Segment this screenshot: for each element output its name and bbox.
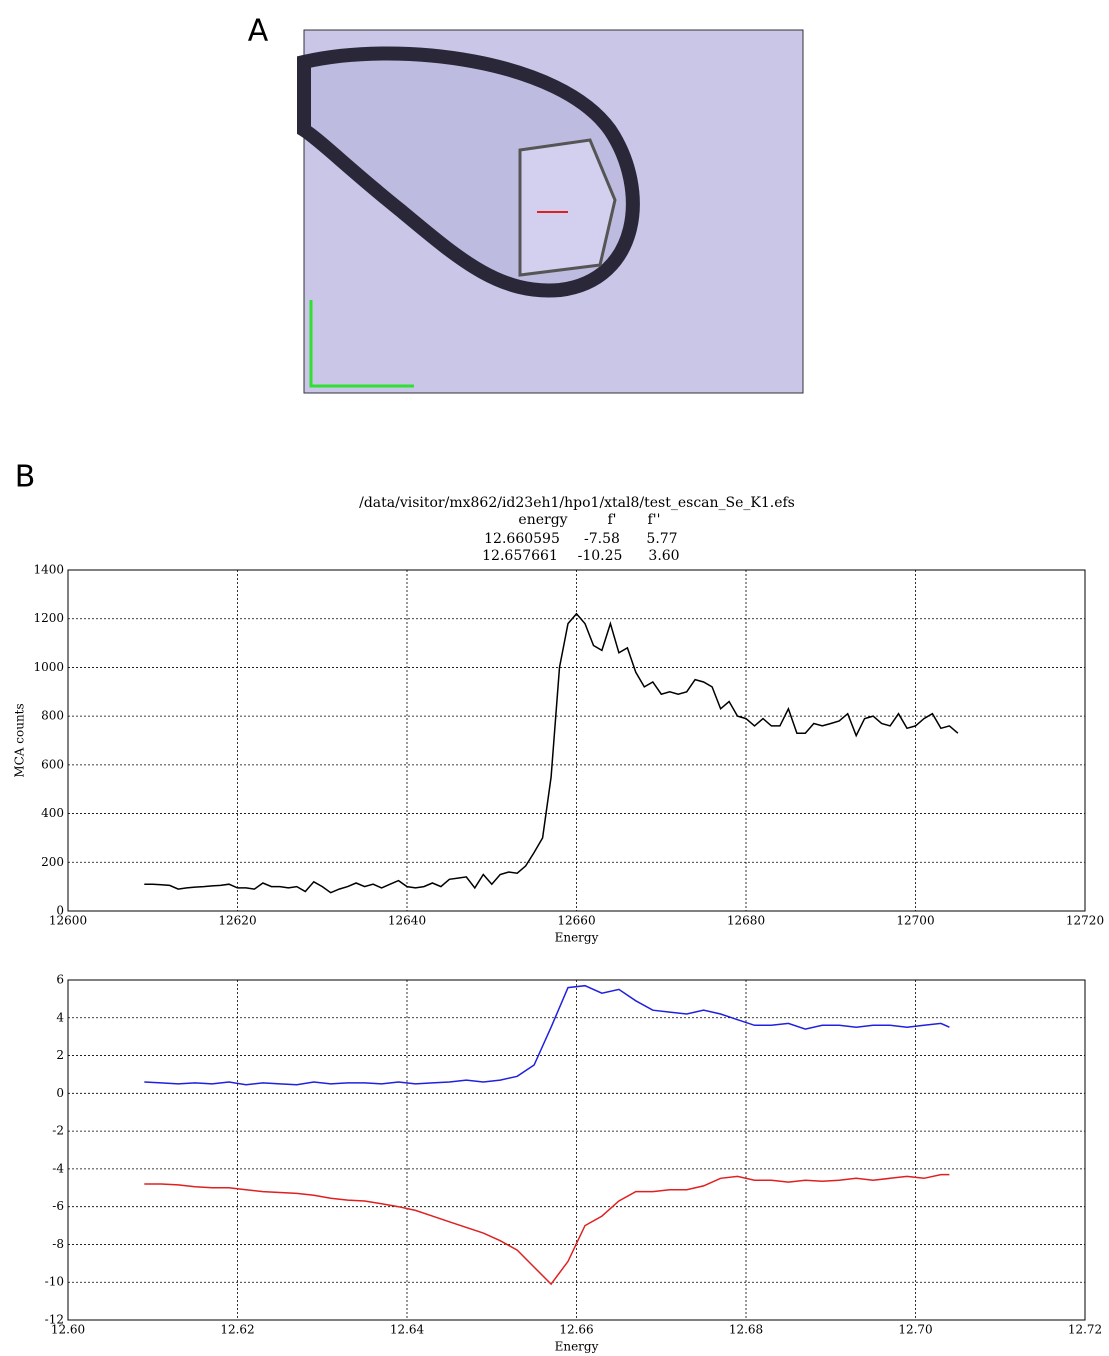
y-tick-label: 400 — [41, 806, 64, 820]
y-tick-label: 1200 — [33, 611, 64, 625]
x-axis-label: Energy — [555, 931, 599, 945]
y-tick-label: 1400 — [33, 563, 64, 577]
plot-frame — [67, 569, 1086, 912]
y-tick-label: 800 — [41, 709, 64, 723]
header-column: energy — [518, 512, 567, 528]
x-tick-label: 12.68 — [729, 1323, 763, 1337]
y-tick-label: -12 — [45, 1313, 64, 1327]
scale-bar — [309, 300, 414, 388]
header-title: /data/visitor/mx862/id23eh1/hpo1/xtal8/t… — [359, 495, 795, 511]
y-tick-label: 0 — [56, 904, 64, 918]
y-tick-label: -10 — [45, 1275, 64, 1289]
x-tick-label: 12620 — [218, 914, 256, 928]
crystal — [518, 138, 617, 277]
header-cell: -7.58 — [584, 531, 620, 547]
y-tick-label: 1000 — [33, 660, 64, 674]
series-line — [144, 1173, 950, 1286]
x-tick-label: 12.70 — [898, 1323, 932, 1337]
x-tick-label: 12700 — [896, 914, 934, 928]
plot-frame — [67, 979, 1086, 1321]
x-tick-label: 12.72 — [1068, 1323, 1102, 1337]
y-tick-label: -2 — [52, 1124, 64, 1138]
y-axis-label: MCA counts — [13, 703, 27, 777]
x-tick-label: 12680 — [727, 914, 765, 928]
x-tick-label: 12720 — [1066, 914, 1104, 928]
x-tick-label: 12.60 — [51, 1323, 85, 1337]
header-cell: -10.25 — [578, 548, 623, 564]
header-column: f'' — [648, 512, 661, 528]
header-cell: 12.660595 — [484, 531, 560, 547]
y-tick-label: -4 — [52, 1161, 64, 1175]
header-cell: 3.60 — [648, 548, 679, 564]
x-tick-label: 12.62 — [220, 1323, 254, 1337]
series-line — [144, 984, 950, 1086]
x-tick-label: 12.64 — [390, 1323, 425, 1337]
y-tick-label: 6 — [56, 973, 64, 987]
y-tick-label: 4 — [56, 1010, 64, 1024]
header-cell: 12.657661 — [482, 548, 558, 564]
y-tick-label: -8 — [52, 1237, 64, 1251]
x-tick-label: 12600 — [49, 914, 87, 928]
series-line — [144, 612, 959, 894]
y-tick-label: 2 — [56, 1048, 64, 1062]
x-axis-label: Energy — [555, 1340, 599, 1354]
micrograph — [297, 29, 804, 394]
header-column: f' — [607, 512, 616, 528]
x-tick-label: 12660 — [557, 914, 595, 928]
y-tick-label: -6 — [52, 1199, 64, 1213]
panel-label: A — [248, 14, 269, 49]
header-cell: 5.77 — [646, 531, 677, 547]
y-tick-label: 600 — [41, 757, 64, 771]
x-tick-label: 12640 — [388, 914, 426, 928]
panel-label: B — [15, 460, 36, 495]
y-tick-label: 200 — [41, 855, 64, 869]
x-tick-label: 12.66 — [559, 1323, 593, 1337]
y-tick-label: 0 — [56, 1086, 64, 1100]
